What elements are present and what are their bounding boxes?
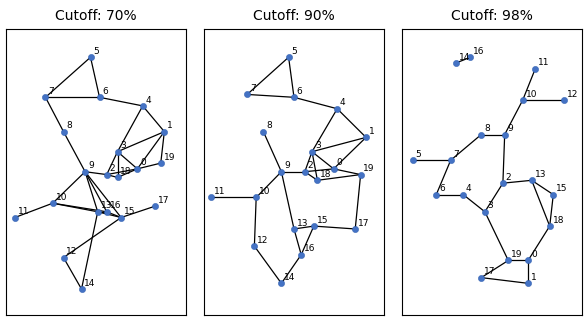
Text: 10: 10 (526, 90, 537, 99)
Text: 19: 19 (363, 164, 375, 173)
Text: 11: 11 (214, 187, 225, 196)
Title: Cutoff: 70%: Cutoff: 70% (55, 9, 137, 23)
Text: 13: 13 (297, 218, 308, 228)
Text: 0: 0 (531, 250, 537, 259)
Text: 18: 18 (121, 167, 132, 176)
Text: 12: 12 (567, 90, 578, 99)
Text: 3: 3 (121, 141, 126, 150)
Text: 4: 4 (145, 95, 151, 105)
Text: 18: 18 (553, 216, 564, 225)
Text: 7: 7 (48, 87, 54, 96)
Text: 19: 19 (163, 153, 175, 162)
Text: 1: 1 (167, 121, 173, 130)
Text: 2: 2 (506, 173, 512, 182)
Text: 17: 17 (358, 218, 369, 228)
Text: 3: 3 (487, 201, 493, 211)
Text: 6: 6 (297, 87, 303, 96)
Text: 15: 15 (556, 184, 567, 193)
Text: 15: 15 (316, 216, 328, 225)
Text: 14: 14 (84, 279, 96, 288)
Text: 16: 16 (304, 244, 316, 253)
Text: 6: 6 (439, 184, 445, 193)
Title: Cutoff: 90%: Cutoff: 90% (253, 9, 335, 23)
Text: 8: 8 (266, 121, 272, 130)
Text: 8: 8 (484, 124, 490, 133)
Text: 11: 11 (18, 207, 29, 216)
Text: 19: 19 (511, 250, 523, 259)
Text: 16: 16 (473, 47, 485, 56)
Text: 1: 1 (531, 273, 537, 282)
Text: 6: 6 (102, 87, 108, 96)
Text: 3: 3 (315, 141, 320, 150)
Text: 18: 18 (320, 170, 332, 179)
Text: 7: 7 (250, 84, 256, 93)
Text: 9: 9 (88, 161, 93, 170)
Text: 5: 5 (416, 150, 422, 159)
Title: Cutoff: 98%: Cutoff: 98% (451, 9, 533, 23)
Text: 1: 1 (369, 127, 375, 136)
Text: 13: 13 (534, 170, 546, 179)
Text: 4: 4 (340, 98, 346, 107)
Text: 16: 16 (109, 201, 121, 211)
Text: 9: 9 (507, 124, 513, 133)
Text: 12: 12 (257, 236, 269, 245)
Text: 13: 13 (101, 201, 112, 211)
Text: 5: 5 (292, 47, 297, 56)
Text: 2: 2 (109, 164, 115, 173)
Text: 17: 17 (484, 267, 496, 276)
Text: 2: 2 (308, 161, 313, 170)
Text: 17: 17 (158, 196, 169, 205)
Text: 0: 0 (140, 158, 146, 168)
Text: 10: 10 (259, 187, 270, 196)
Text: 8: 8 (66, 121, 72, 130)
Text: 7: 7 (453, 150, 459, 159)
Text: 0: 0 (336, 158, 342, 168)
Text: 12: 12 (66, 247, 78, 256)
Text: 5: 5 (93, 47, 99, 56)
Text: 11: 11 (538, 58, 550, 67)
Text: 15: 15 (124, 207, 135, 216)
Text: 4: 4 (466, 184, 472, 193)
Text: 10: 10 (55, 193, 67, 202)
Text: 14: 14 (284, 273, 296, 282)
Text: 14: 14 (459, 52, 470, 62)
Text: 9: 9 (284, 161, 290, 170)
